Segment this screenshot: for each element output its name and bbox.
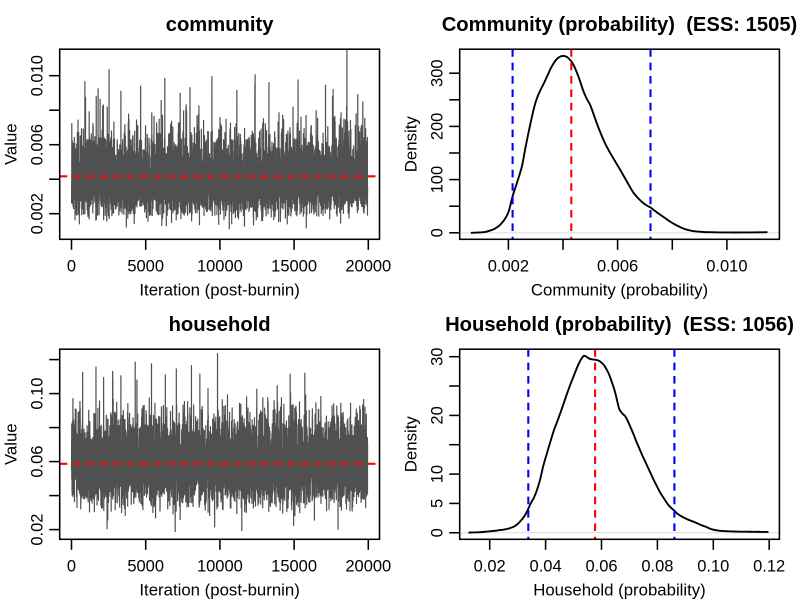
svg-text:0: 0 — [67, 557, 76, 575]
svg-text:Community (probability) (ESS:: Community (probability) (ESS: 1505) — [442, 14, 798, 36]
svg-text:0.06: 0.06 — [29, 446, 47, 478]
svg-text:30: 30 — [429, 348, 447, 366]
svg-text:0.10: 0.10 — [697, 557, 729, 575]
svg-text:0.06: 0.06 — [585, 557, 617, 575]
svg-text:5000: 5000 — [127, 257, 164, 275]
svg-text:0.10: 0.10 — [29, 378, 47, 410]
svg-text:0.02: 0.02 — [474, 557, 506, 575]
svg-text:0.002: 0.002 — [488, 257, 529, 275]
svg-text:0: 0 — [429, 528, 447, 537]
svg-text:Value: Value — [1, 123, 20, 165]
svg-text:15000: 15000 — [271, 557, 317, 575]
svg-text:5000: 5000 — [127, 557, 164, 575]
svg-text:community: community — [166, 14, 274, 36]
svg-text:0.002: 0.002 — [29, 193, 47, 234]
svg-text:0.04: 0.04 — [530, 557, 562, 575]
svg-text:Value: Value — [1, 423, 20, 465]
svg-text:0.006: 0.006 — [597, 257, 638, 275]
svg-text:Household (probability): Household (probability) — [533, 581, 706, 600]
svg-text:20000: 20000 — [345, 557, 391, 575]
svg-text:Density: Density — [401, 116, 420, 173]
svg-text:Iteration (post-burnin): Iteration (post-burnin) — [139, 281, 299, 300]
svg-text:Density: Density — [401, 416, 420, 473]
svg-text:15000: 15000 — [271, 257, 317, 275]
svg-text:Iteration (post-burnin): Iteration (post-burnin) — [139, 581, 299, 600]
svg-text:20000: 20000 — [345, 257, 391, 275]
svg-text:0.08: 0.08 — [641, 557, 673, 575]
svg-text:0: 0 — [429, 228, 447, 237]
svg-text:0.02: 0.02 — [29, 514, 47, 546]
svg-text:20: 20 — [429, 406, 447, 424]
svg-text:0.010: 0.010 — [706, 257, 747, 275]
svg-text:200: 200 — [429, 113, 447, 141]
svg-text:0: 0 — [67, 257, 76, 275]
svg-text:0.006: 0.006 — [29, 124, 47, 165]
svg-text:300: 300 — [429, 59, 447, 87]
svg-text:10: 10 — [429, 465, 447, 483]
svg-text:100: 100 — [429, 166, 447, 194]
svg-text:0.12: 0.12 — [753, 557, 785, 575]
svg-text:Household (probability) (ESS:: Household (probability) (ESS: 1056) — [445, 314, 794, 336]
svg-text:Community (probability): Community (probability) — [531, 281, 708, 300]
svg-text:household: household — [169, 314, 271, 336]
svg-text:5: 5 — [429, 499, 447, 508]
svg-text:10000: 10000 — [197, 257, 243, 275]
svg-text:0.010: 0.010 — [29, 55, 47, 96]
svg-text:10000: 10000 — [197, 557, 243, 575]
